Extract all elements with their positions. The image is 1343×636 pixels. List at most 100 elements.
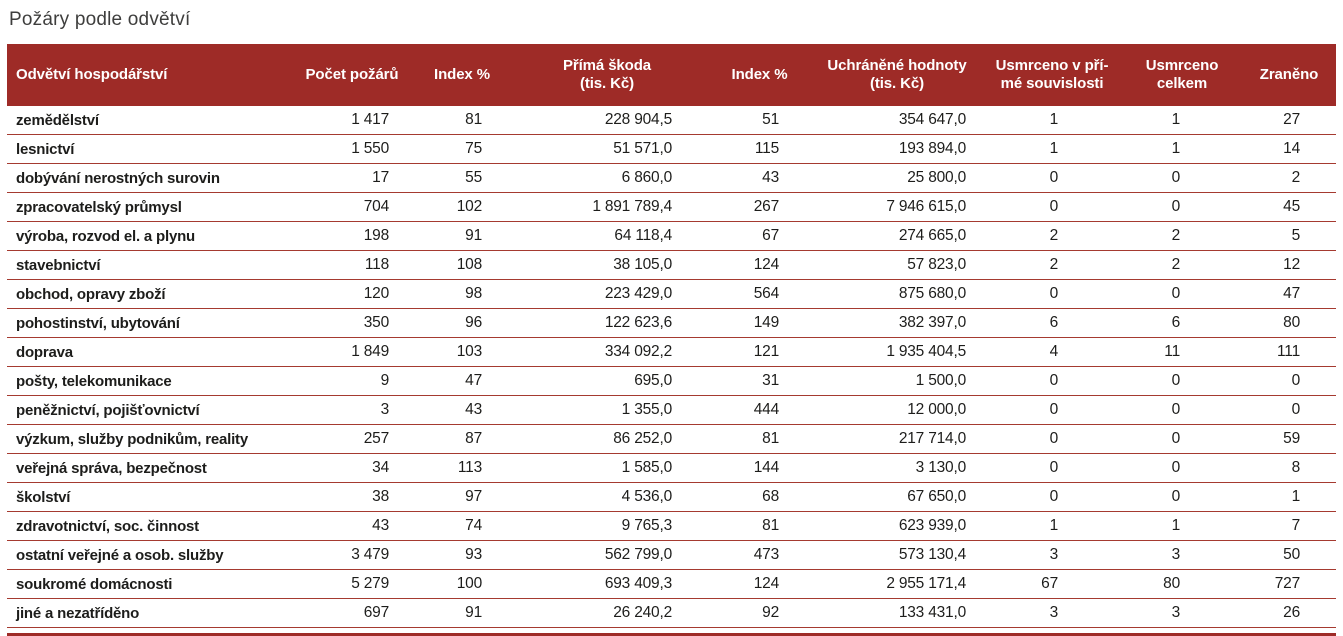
cell-injured: 0 (1291, 372, 1301, 389)
cell-index2: 51 (762, 111, 779, 128)
cell-injured: 727 (1274, 575, 1300, 592)
cell-saved: 623 939,0 (898, 517, 966, 534)
table-row: pohostinství, ubytování 350 96 122 623,6 149… (7, 309, 1336, 338)
cell-sector: stavebnictví (16, 256, 101, 274)
cell-killed_direct: 1 (1049, 517, 1059, 534)
cell-killed_direct: 0 (1049, 285, 1059, 302)
cell-injured: 0 (1291, 401, 1301, 418)
cell-damage: 562 799,0 (604, 546, 672, 563)
cell-index2: 43 (762, 169, 779, 186)
cell-saved: 67 650,0 (907, 488, 966, 505)
table-row: dobývání nerostných surovin 17 55 6 860,0 43… (7, 164, 1336, 193)
table-row: soukromé domácnosti 5 279 100 693 409,3 124 2… (7, 570, 1336, 599)
table-row: doprava 1 849 103 334 092,2 121 1 935 404,5 4 1… (7, 338, 1336, 367)
table-row: zpracovatelský průmysl 704 102 1 891 789,4 2… (7, 193, 1336, 222)
table-header-row: Odvětví hospodářství Počet požárů Index … (7, 44, 1336, 106)
cell-damage: 695,0 (634, 372, 672, 389)
cell-damage: 64 118,4 (614, 227, 672, 244)
cell-index2: 473 (753, 546, 779, 563)
cell-damage: 86 252,0 (613, 430, 672, 447)
cell-killed_direct: 3 (1049, 604, 1059, 621)
cell-damage: 51 571,0 (613, 140, 672, 157)
cell-fires: 17 (372, 169, 389, 186)
cell-saved: 57 823,0 (907, 256, 966, 273)
cell-injured: 80 (1283, 314, 1300, 331)
table-row: zdravotnictví, soc. činnost 43 74 9 765,3 81… (7, 512, 1336, 541)
col-header-killed-total: Usmrceno celkem (1145, 56, 1219, 92)
cell-sector: výroba, rozvod el. a plynu (16, 227, 196, 245)
cell-index2: 81 (762, 430, 779, 447)
cell-index2: 81 (762, 517, 779, 534)
cell-index2: 31 (762, 372, 779, 389)
cell-sector: zpracovatelský průmysl (16, 198, 182, 216)
cell-index2: 124 (753, 575, 779, 592)
cell-index1: 103 (456, 343, 482, 360)
cell-injured: 45 (1283, 198, 1300, 215)
col-header-saved: Uchráněné hodnoty (tis. Kč) (827, 56, 967, 92)
cell-sector: zemědělství (16, 111, 99, 129)
cell-injured: 5 (1291, 227, 1301, 244)
cell-index1: 43 (465, 401, 482, 418)
cell-killed_direct: 6 (1049, 314, 1059, 331)
cell-damage: 693 409,3 (604, 575, 672, 592)
cell-killed_total: 6 (1171, 314, 1181, 331)
cell-index2: 92 (762, 604, 779, 621)
cell-index1: 47 (465, 372, 482, 389)
cell-index1: 93 (465, 546, 482, 563)
cell-injured: 1 (1291, 488, 1301, 505)
cell-fires: 43 (372, 517, 389, 534)
cell-fires: 1 849 (351, 343, 389, 360)
cell-sector: veřejná správa, bezpečnost (16, 459, 207, 477)
cell-index1: 74 (465, 517, 482, 534)
cell-fires: 697 (363, 604, 389, 621)
cell-killed_total: 11 (1164, 343, 1180, 360)
cell-sector: školství (16, 488, 71, 506)
col-header-sector: Odvětví hospodářství (16, 65, 168, 83)
cell-injured: 26 (1283, 604, 1300, 621)
cell-index1: 87 (465, 430, 482, 447)
cell-fires: 5 279 (351, 575, 389, 592)
cell-saved: 2 955 171,4 (886, 575, 966, 592)
cell-saved: 875 680,0 (898, 285, 966, 302)
cell-index1: 55 (465, 169, 482, 186)
cell-index2: 144 (753, 459, 779, 476)
cell-sector: soukromé domácnosti (16, 575, 173, 593)
cell-fires: 704 (363, 198, 389, 215)
cell-damage: 38 105,0 (613, 256, 672, 273)
cell-fires: 257 (363, 430, 389, 447)
cell-killed_total: 0 (1171, 198, 1181, 215)
fires-by-sector-table: Odvětví hospodářství Počet požárů Index … (7, 44, 1336, 636)
cell-index2: 115 (754, 140, 779, 157)
cell-killed_total: 1 (1171, 140, 1181, 157)
cell-saved: 382 397,0 (898, 314, 966, 331)
cell-injured: 59 (1283, 430, 1300, 447)
cell-index1: 91 (465, 227, 482, 244)
cell-killed_total: 0 (1171, 459, 1181, 476)
cell-injured: 47 (1283, 285, 1300, 302)
col-header-damage: Přímá škoda (tis. Kč) (562, 56, 652, 92)
cell-killed_direct: 0 (1049, 459, 1059, 476)
cell-killed_direct: 0 (1049, 169, 1059, 186)
cell-injured: 7 (1291, 517, 1301, 534)
cell-injured: 111 (1277, 343, 1300, 360)
cell-fires: 1 417 (351, 111, 389, 128)
cell-damage: 4 536,0 (621, 488, 673, 505)
cell-saved: 1 935 404,5 (886, 343, 966, 360)
cell-injured: 2 (1291, 169, 1301, 186)
cell-killed_direct: 0 (1049, 430, 1059, 447)
cell-index1: 98 (465, 285, 482, 302)
cell-killed_total: 3 (1171, 604, 1181, 621)
cell-saved: 3 130,0 (915, 459, 967, 476)
cell-killed_total: 0 (1171, 430, 1181, 447)
cell-index1: 75 (465, 140, 482, 157)
cell-saved: 1 500,0 (915, 372, 967, 389)
cell-killed_total: 2 (1171, 227, 1181, 244)
cell-fires: 198 (363, 227, 389, 244)
cell-saved: 12 000,0 (907, 401, 966, 418)
cell-killed_direct: 1 (1049, 140, 1059, 157)
cell-damage: 1 891 789,4 (592, 198, 672, 215)
cell-sector: pohostinství, ubytování (16, 314, 180, 332)
cell-injured: 12 (1283, 256, 1300, 273)
cell-killed_total: 0 (1171, 401, 1181, 418)
